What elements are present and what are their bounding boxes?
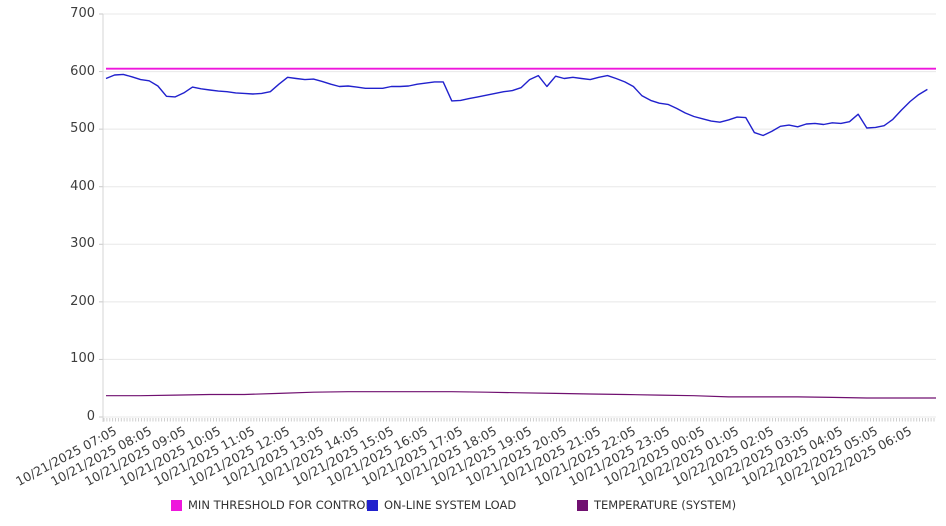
legend-item-min-threshold[interactable]: MIN THRESHOLD FOR CONTROL bbox=[171, 496, 372, 514]
min-threshold-swatch-icon bbox=[171, 499, 182, 511]
y-axis-tick-label: 400 bbox=[70, 178, 95, 194]
series-line-2 bbox=[106, 391, 936, 399]
legend-item-temperature[interactable]: TEMPERATURE (SYSTEM) bbox=[577, 496, 736, 514]
y-axis-tick-label: 700 bbox=[70, 6, 95, 21]
legend-label-temperature: TEMPERATURE (SYSTEM) bbox=[594, 498, 737, 512]
system-load-swatch-icon bbox=[367, 499, 378, 511]
legend-label-system-load: ON-LINE SYSTEM LOAD bbox=[384, 498, 517, 512]
legend-label-min-threshold: MIN THRESHOLD FOR CONTROL bbox=[188, 498, 372, 512]
y-axis-tick-label: 0 bbox=[86, 409, 95, 424]
y-axis-tick-label: 200 bbox=[70, 293, 95, 309]
legend: MIN THRESHOLD FOR CONTROL ON-LINE SYSTEM… bbox=[0, 496, 946, 518]
y-axis-tick-label: 600 bbox=[70, 63, 95, 79]
legend-item-system-load[interactable]: ON-LINE SYSTEM LOAD bbox=[367, 496, 516, 514]
temperature-swatch-icon bbox=[577, 499, 588, 511]
y-axis-tick-label: 100 bbox=[70, 351, 95, 367]
y-axis-tick-label: 300 bbox=[70, 236, 95, 252]
y-axis-tick-label: 500 bbox=[70, 121, 95, 137]
plot-area bbox=[99, 13, 936, 422]
series-line-1 bbox=[105, 73, 928, 137]
